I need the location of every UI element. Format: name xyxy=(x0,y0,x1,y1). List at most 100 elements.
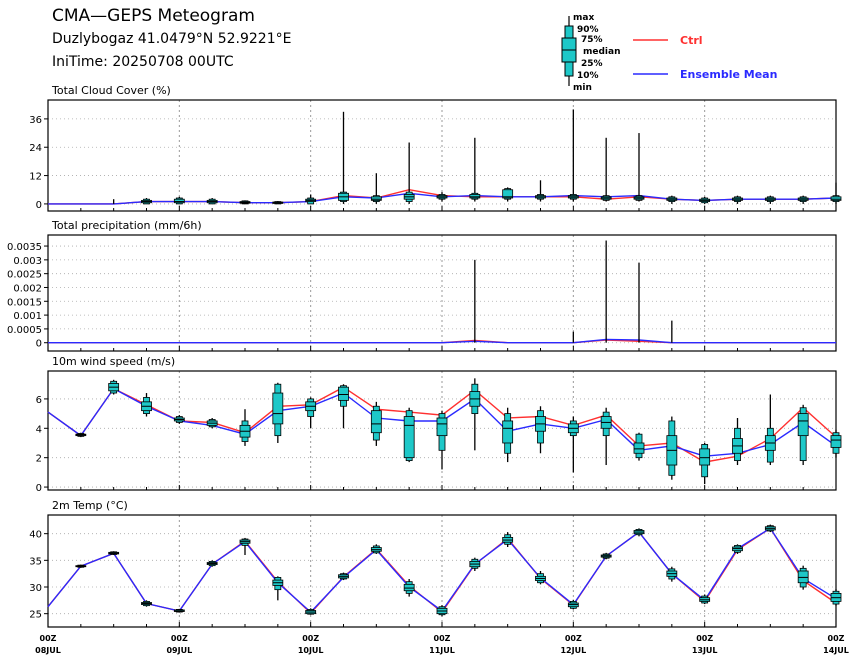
box-mark xyxy=(272,576,284,601)
box-mark xyxy=(239,200,251,205)
box-mark xyxy=(797,565,809,590)
box-mark xyxy=(469,378,481,451)
panel-title: Total precipitation (mm/6h) xyxy=(51,219,202,232)
time-label-hour: 00Z xyxy=(302,634,319,643)
location-label: Duzlybogaz 41.0479°N 52.9221°E xyxy=(52,31,292,47)
box-mark xyxy=(436,192,448,202)
y-tick-label: 0.0015 xyxy=(7,297,42,308)
box-inner xyxy=(338,386,349,401)
time-label-date: 14JUL xyxy=(823,646,849,655)
legend-box-label-min: min xyxy=(573,83,592,93)
panel-title: Total Cloud Cover (%) xyxy=(51,84,171,97)
box-mark xyxy=(633,528,645,537)
box-mark xyxy=(567,416,579,473)
y-tick-label: 0 xyxy=(36,339,42,350)
box-mark xyxy=(173,196,185,205)
box-mark xyxy=(75,432,87,438)
box-inner xyxy=(272,392,284,425)
box-mark xyxy=(666,195,678,204)
box-mark xyxy=(305,194,317,205)
box-inner xyxy=(633,442,645,454)
panel-3: 10m wind speed (m/s) 0 2 4 6 xyxy=(36,355,842,494)
box-inner xyxy=(469,194,481,199)
time-label-date: 11JUL xyxy=(429,646,455,655)
panel-4: 2m Temp (°C) 25 30 35 40 xyxy=(29,499,842,628)
box-mark xyxy=(75,564,87,568)
time-label-hour: 00Z xyxy=(434,634,451,643)
time-label-date: 13JUL xyxy=(692,646,718,655)
legend-box-label-p75: 75% xyxy=(581,35,603,45)
legend-box-label-p10: 10% xyxy=(577,71,599,81)
box-mark xyxy=(305,608,317,615)
y-tick-label: 36 xyxy=(29,115,42,126)
legend-box-label-p90: 90% xyxy=(577,25,599,35)
box-mark xyxy=(764,195,776,204)
box-inner xyxy=(370,196,382,201)
panel-frame xyxy=(47,234,837,352)
legend: max 90% 75% median 25% 10% min Ctrl Ense… xyxy=(561,13,777,93)
box-mark xyxy=(535,180,546,202)
box-mark xyxy=(370,544,382,554)
box-mark xyxy=(469,557,481,571)
box-mark xyxy=(600,552,612,560)
time-label-hour: 00Z xyxy=(828,634,845,643)
y-tick-label: 4 xyxy=(36,424,42,435)
box-mark xyxy=(403,579,415,597)
box-mark xyxy=(502,187,514,202)
box-mark xyxy=(600,137,612,202)
box-mark xyxy=(403,142,415,204)
box-mark xyxy=(830,589,842,606)
legend-ctrl-label: Ctrl xyxy=(680,34,703,47)
box-mark xyxy=(173,415,185,424)
box-inner xyxy=(699,448,711,466)
time-label-hour: 00Z xyxy=(696,634,713,643)
y-tick-label: 0.001 xyxy=(13,311,42,322)
panel-1: Total Cloud Cover (%) 0 12 24 36 xyxy=(29,84,842,212)
box-mark xyxy=(338,111,349,204)
time-label-hour: 00Z xyxy=(40,634,57,643)
box-mark xyxy=(666,566,678,582)
legend-mean-label: Ensemble Mean xyxy=(680,68,777,81)
y-tick-label: 24 xyxy=(29,143,42,154)
y-tick-label: 6 xyxy=(36,395,42,406)
panel-title: 2m Temp (°C) xyxy=(52,499,128,512)
box-inner xyxy=(502,189,514,199)
time-label-date: 08JUL xyxy=(35,646,61,655)
legend-box-glyph xyxy=(561,16,577,86)
box-mark xyxy=(699,442,711,485)
box-inner xyxy=(173,198,185,204)
box-mark xyxy=(502,407,514,463)
panel-2: Total precipitation (mm/6h) 0 0.0005 0.001 0… xyxy=(7,219,837,352)
box-mark xyxy=(436,410,448,470)
box-mark xyxy=(141,393,152,417)
box-mark xyxy=(732,544,743,554)
time-label-hour: 00Z xyxy=(565,634,582,643)
y-tick-label: 2 xyxy=(36,454,42,465)
box-mark xyxy=(469,137,481,202)
box-mark xyxy=(535,571,546,585)
box-inner xyxy=(370,410,382,434)
time-label-date: 09JUL xyxy=(166,646,192,655)
box-mark xyxy=(633,133,645,202)
box-mark xyxy=(699,196,711,204)
y-tick-label: 25 xyxy=(29,610,42,621)
box-mark xyxy=(206,418,218,429)
box-mark xyxy=(403,407,415,463)
box-mark xyxy=(141,600,152,607)
time-label-date: 10JUL xyxy=(298,646,324,655)
y-tick-label: 0.0005 xyxy=(7,325,42,336)
y-tick-label: 0.0035 xyxy=(7,242,42,253)
box-mark xyxy=(370,401,382,446)
box-mark xyxy=(206,198,218,205)
y-tick-label: 0 xyxy=(36,483,42,494)
y-tick-label: 0 xyxy=(36,200,42,211)
box-mark xyxy=(732,195,743,204)
y-tick-label: 30 xyxy=(29,583,42,594)
box-mark xyxy=(173,608,185,613)
y-tick-label: 12 xyxy=(29,172,42,183)
box-mark xyxy=(764,394,776,466)
legend-box-label-median: median xyxy=(583,47,621,57)
box-mark xyxy=(732,418,743,466)
